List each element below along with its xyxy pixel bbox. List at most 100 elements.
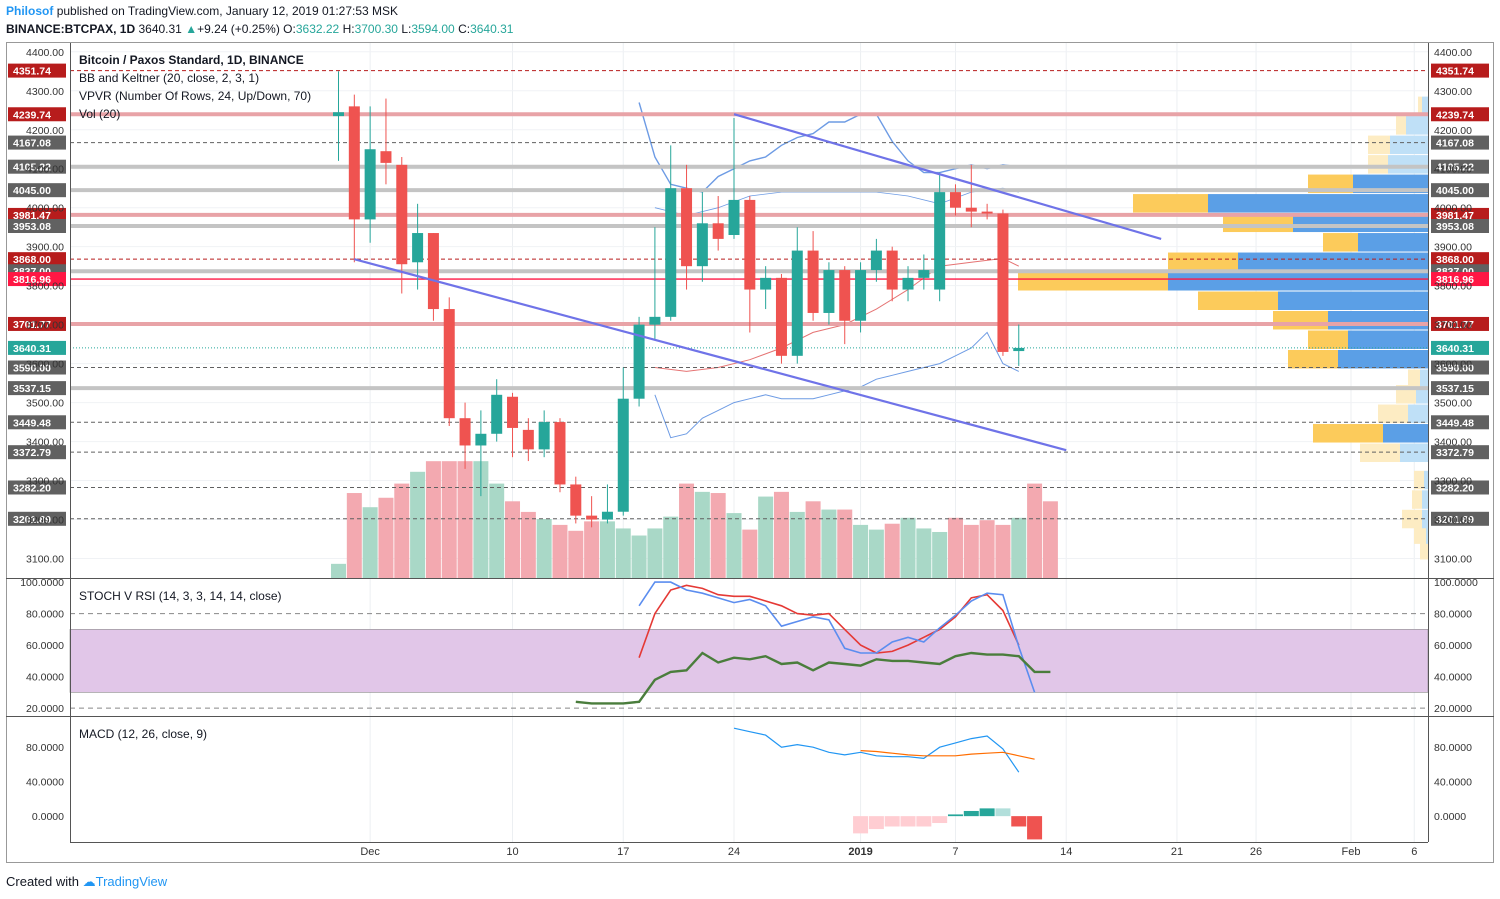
price-level-tag xyxy=(1431,107,1489,122)
vpvr-up-bar xyxy=(1396,116,1406,135)
x-tick-label: 14 xyxy=(1060,846,1072,858)
vpvr-down-bar xyxy=(1358,233,1428,252)
trendlines[interactable] xyxy=(354,113,1162,452)
x-tick-label: 2019 xyxy=(848,846,872,858)
volume-bar xyxy=(552,524,568,578)
stoch-y-tick-label-right: 40.0000 xyxy=(1434,672,1472,684)
vpvr-down-bar xyxy=(1426,525,1428,544)
macd-y-tick-label-right: 80.0000 xyxy=(1434,742,1472,754)
vpvr-up-bar xyxy=(1368,155,1388,174)
candle-body xyxy=(934,192,946,290)
y-tick-label-left: 3700.00 xyxy=(26,320,64,332)
macd-y-tick-label-left: 0.0000 xyxy=(32,811,64,823)
stoch-rsi-series-line xyxy=(638,581,1036,693)
candle-body xyxy=(459,418,471,446)
vpvr-down-bar xyxy=(1390,135,1428,155)
price-level-tag xyxy=(8,511,66,526)
price-level-label: 4045.00 xyxy=(1436,185,1474,197)
price-level-tag xyxy=(8,480,66,495)
y-tick-label-right: 4200.00 xyxy=(1434,125,1472,137)
price-level-tag xyxy=(8,135,66,150)
price-level-tag xyxy=(8,445,66,460)
price-level-tag xyxy=(1431,183,1489,198)
volume-bar xyxy=(394,483,410,578)
candle-body xyxy=(839,270,851,321)
vpvr-up-bar xyxy=(1313,424,1383,443)
volume-bar xyxy=(789,511,805,578)
author-name[interactable]: Philosof xyxy=(6,4,54,18)
y-tick-label-right: 3400.00 xyxy=(1434,437,1472,449)
price-level-label: 3640.31 xyxy=(1436,343,1474,355)
volume-bar xyxy=(710,493,726,578)
vpvr-up-bar xyxy=(1378,404,1408,424)
vpvr-down-bar xyxy=(1168,272,1428,291)
trendline xyxy=(354,258,1067,452)
vpvr-down-bar xyxy=(1238,252,1428,272)
price-level-label: 3537.15 xyxy=(13,383,51,395)
volume-bar xyxy=(742,529,758,578)
candle-body xyxy=(760,277,772,290)
volume-bar xyxy=(457,461,473,578)
candle-body xyxy=(570,484,582,516)
x-tick-label: 7 xyxy=(952,846,958,858)
y-tick-label-left: 4100.00 xyxy=(26,164,64,176)
price-level-label: 3201.89 xyxy=(1436,514,1474,526)
price-level-tag xyxy=(1431,340,1489,355)
vpvr-profile xyxy=(1018,96,1428,560)
candle-body xyxy=(918,270,930,278)
volume-bars xyxy=(331,461,1058,578)
price-level-tag xyxy=(1431,218,1489,233)
stoch-rsi-series-line xyxy=(638,584,1020,658)
price-level-label: 3953.08 xyxy=(13,221,51,233)
vpvr-down-bar xyxy=(1278,291,1428,310)
indicator-label: VPVR (Number Of Rows, 24, Up/Down, 70) xyxy=(79,89,311,103)
y-tick-label-right: 4000.00 xyxy=(1434,203,1472,215)
high-label: H: xyxy=(342,22,355,36)
price-level-label: 3282.20 xyxy=(1436,482,1474,494)
tradingview-brand[interactable]: TradingView xyxy=(95,874,168,889)
axes: Dec 10 17 24 2019 7 14 21 26 Feb 6 3100.00 3100.00 32… xyxy=(6,43,1494,858)
volume-bar xyxy=(331,563,346,578)
vpvr-up-bar xyxy=(1420,540,1428,560)
volume-bar xyxy=(694,491,710,578)
candle-body xyxy=(443,309,455,419)
macd-histogram-bar xyxy=(900,816,916,827)
candle-body xyxy=(554,422,566,485)
price-level-tag xyxy=(1431,316,1489,331)
candle-body xyxy=(886,250,898,290)
x-tick-label: 6 xyxy=(1411,846,1417,858)
price-level-label: 4167.08 xyxy=(1436,138,1474,150)
macd-histogram-bar xyxy=(853,816,869,834)
candle-body xyxy=(649,316,661,325)
candle-body xyxy=(965,207,977,212)
last-price: 3640.31 xyxy=(138,22,182,36)
price-level-label: 4045.00 xyxy=(13,185,51,197)
candle-body xyxy=(870,250,882,271)
price-level-label: 4105.22 xyxy=(13,162,51,174)
volume-bar xyxy=(441,461,457,578)
y-tick-label-left: 4200.00 xyxy=(26,125,64,137)
candle-body xyxy=(775,277,787,356)
price-level-tag xyxy=(8,159,66,174)
y-tick-label-left: 4300.00 xyxy=(26,86,64,98)
price-level-label: 3701.77 xyxy=(13,319,51,331)
created-with-text: Created with xyxy=(6,874,79,889)
volume-bar xyxy=(568,530,584,578)
macd-histogram-bar xyxy=(932,816,948,824)
volume-bar xyxy=(520,511,536,578)
y-tick-label-right: 3500.00 xyxy=(1434,398,1472,410)
close-value: 3640.31 xyxy=(470,22,514,36)
macd-histogram-bar xyxy=(1027,816,1043,840)
vpvr-up-bar xyxy=(1360,443,1400,463)
price-level-tag xyxy=(8,63,66,78)
volume-bar xyxy=(679,483,695,578)
candle-body xyxy=(617,398,629,512)
x-tick-label: 10 xyxy=(506,846,518,858)
pane-titles: Bitcoin / Paxos Standard, 1D, BINANCE BB … xyxy=(79,53,311,741)
price-level-tag xyxy=(1431,135,1489,150)
vpvr-down-bar xyxy=(1422,490,1428,509)
y-tick-label-right: 3600.00 xyxy=(1434,359,1472,371)
candle-body xyxy=(681,188,693,267)
candle-body xyxy=(333,112,344,117)
